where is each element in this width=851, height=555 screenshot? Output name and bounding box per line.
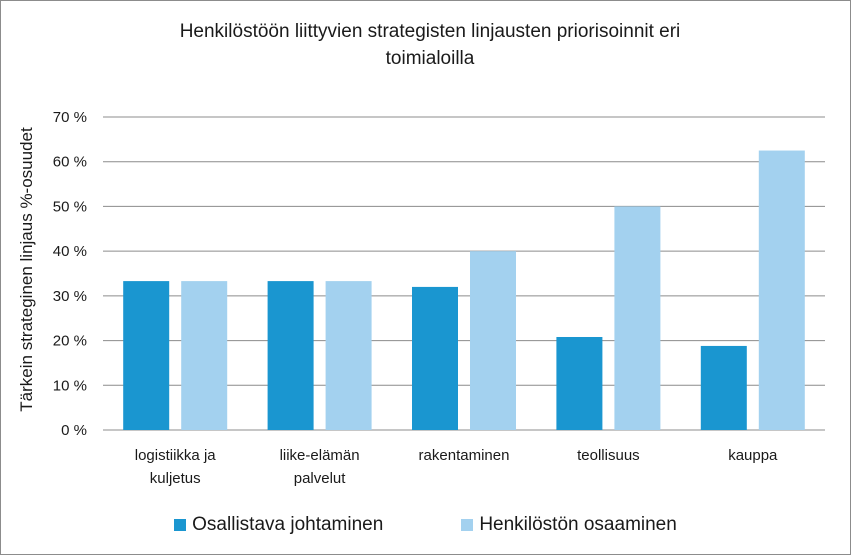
y-tick-label: 20 %: [53, 333, 87, 350]
legend-item-series-1: Osallistava johtaminen: [174, 514, 383, 536]
y-tick-label: 40 %: [53, 243, 87, 260]
bar-osallistava-johtaminen: [700, 345, 747, 430]
legend-swatch-series-1: [174, 519, 187, 531]
legend-label-series-2: Henkilöstön osaaminen: [479, 514, 677, 535]
x-tick-label: logistiikka ja: [135, 447, 217, 464]
legend-item-series-2: Henkilöstön osaaminen: [461, 514, 677, 536]
x-tick-label: kuljetus: [150, 470, 201, 487]
bar-osallistava-johtaminen: [123, 281, 170, 430]
bar-osallistava-johtaminen: [556, 336, 603, 430]
legend-swatch-series-2: [461, 519, 474, 531]
x-tick-label: kauppa: [728, 447, 778, 464]
y-tick-label: 50 %: [53, 198, 87, 215]
bar-henkiloston-osaaminen: [181, 281, 228, 430]
bar-henkiloston-osaaminen: [325, 281, 372, 430]
chart-title: Henkilöstöön liittyvien strategisten lin…: [110, 18, 750, 72]
x-tick-label: rakentaminen: [419, 447, 510, 464]
y-tick-label: 70 %: [53, 109, 87, 126]
x-tick-label: palvelut: [294, 470, 347, 487]
x-tick-label: teollisuus: [577, 447, 640, 464]
y-axis-label: Tärkein strateginen linjaus %-osuudet: [17, 127, 36, 412]
bar-osallistava-johtaminen: [267, 281, 314, 430]
bar-henkiloston-osaaminen: [614, 206, 661, 430]
bar-henkiloston-osaaminen: [758, 150, 805, 431]
chart-title-line-2: toimialoilla: [385, 48, 475, 69]
y-tick-label: 10 %: [53, 377, 87, 394]
bar-henkiloston-osaaminen: [470, 251, 516, 430]
bar-osallistava-johtaminen: [412, 286, 458, 430]
legend-label-series-1: Osallistava johtaminen: [192, 514, 384, 535]
legend: Osallistava johtaminen Henkilöstön osaam…: [0, 514, 851, 536]
y-tick-label: 30 %: [53, 288, 87, 305]
y-tick-label: 0 %: [61, 422, 87, 439]
y-tick-label: 60 %: [53, 154, 87, 171]
chart-title-line-1: Henkilöstöön liittyvien strategisten lin…: [179, 21, 681, 42]
x-tick-label: liike-elämän: [280, 447, 360, 464]
